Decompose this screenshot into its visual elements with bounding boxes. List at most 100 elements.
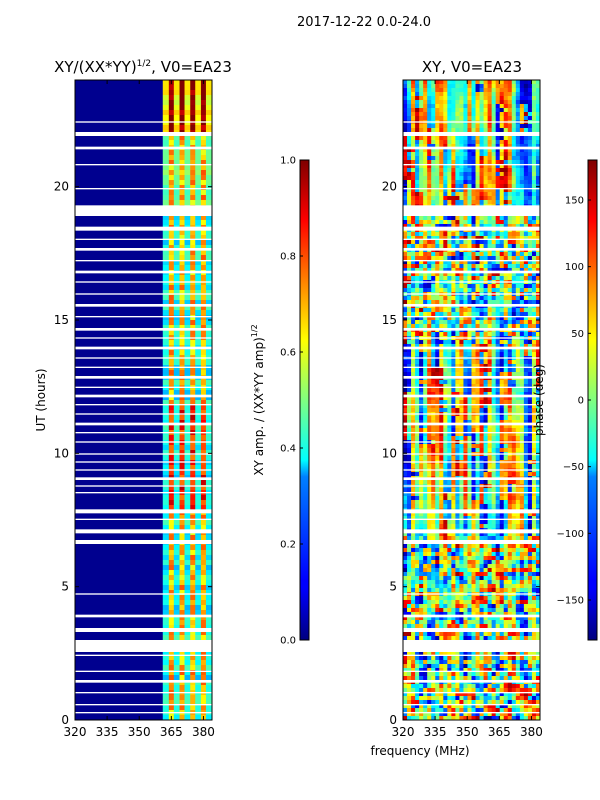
phase-cell (443, 80, 448, 85)
phase-cell (531, 244, 537, 249)
phase-cell (455, 400, 460, 405)
phase-cell (523, 260, 529, 265)
phase-cell (435, 552, 440, 557)
phase-cell (415, 456, 420, 461)
phase-cell (523, 92, 529, 97)
phase-cell (463, 436, 468, 441)
phase-cell (499, 380, 505, 385)
phase-cell (419, 168, 424, 173)
phase-cell (467, 380, 472, 385)
phase-cell (487, 92, 493, 97)
phase-cell (483, 220, 489, 225)
phase-cell (535, 524, 540, 529)
phase-cell (523, 276, 529, 281)
phase-cell (519, 396, 525, 401)
phase-cell (515, 368, 521, 373)
phase-cell (447, 396, 452, 401)
phase-cell (475, 116, 481, 121)
amplitude-panel-title: XY/(XX*YY)1/2, V0=EA23 (54, 58, 232, 76)
phase-cell (411, 112, 416, 117)
amplitude-channel-cell (200, 185, 206, 190)
phase-cell (463, 564, 468, 569)
phase-cell (403, 384, 408, 389)
phase-cell (459, 264, 464, 269)
phase-cell (515, 576, 521, 581)
phase-cell (475, 344, 481, 349)
phase-cell (535, 332, 540, 337)
amplitude-channel-cell (190, 505, 196, 510)
amplitude-band-cell (162, 110, 212, 115)
phase-cell (455, 360, 460, 365)
phase-cell (467, 548, 472, 553)
phase-cell (491, 368, 497, 373)
phase-cell (447, 260, 452, 265)
phase-cell (511, 308, 517, 313)
phase-cell (471, 272, 477, 277)
phase-cell (495, 224, 501, 229)
phase-cell (463, 156, 468, 161)
phase-cell (475, 388, 481, 393)
phase-cell (471, 192, 477, 197)
phase-cell (491, 464, 497, 469)
phase-cell (439, 84, 444, 89)
phase-cell (471, 160, 477, 165)
phase-cell (463, 568, 468, 573)
phase-cell (415, 220, 420, 225)
phase-cell (423, 576, 428, 581)
amplitude-channel-cell (190, 655, 196, 660)
phase-cell (447, 332, 452, 337)
amplitude-channel-cell (179, 150, 185, 155)
amplitude-channel-cell (190, 715, 196, 720)
phase-cell (411, 532, 416, 537)
phase-cell (467, 176, 472, 181)
phase-cell (487, 420, 493, 425)
phase-cell (523, 300, 529, 305)
phase-cell (451, 84, 456, 89)
phase-cell (447, 316, 452, 321)
phase-cell (463, 348, 468, 353)
phase-cell (491, 92, 497, 97)
phase-cell (475, 108, 481, 113)
phase-cell (523, 144, 529, 149)
phase-cell (491, 532, 497, 537)
phase-cell (527, 536, 533, 541)
amplitude-channel-cell (190, 305, 196, 310)
amplitude-band-cell (162, 95, 212, 100)
phase-cell (419, 316, 424, 321)
phase-cell (475, 324, 481, 329)
amplitude-channel-cell (200, 170, 206, 175)
phase-cell (407, 100, 412, 105)
phase-cell (451, 152, 456, 157)
phase-cell (439, 388, 444, 393)
phase-cell (511, 264, 517, 269)
phase-cell (407, 536, 412, 541)
amplitude-channel-cell (179, 195, 185, 200)
phase-cell (503, 548, 509, 553)
phase-cell (443, 232, 448, 237)
phase-cell (403, 560, 408, 565)
phase-cell (531, 404, 537, 409)
phase-cell (519, 352, 525, 357)
amplitude-channel-cell (200, 575, 206, 580)
phase-cell (499, 200, 505, 205)
phase-cell (535, 312, 540, 317)
phase-cell (407, 160, 412, 165)
amplitude-channel-cell (168, 480, 174, 485)
phase-cell (435, 312, 440, 317)
phase-cell (419, 88, 424, 93)
phase-cell (407, 136, 412, 141)
phase-cell (427, 504, 432, 509)
phase-cell (471, 556, 477, 561)
phase-cell (459, 184, 464, 189)
phase-cell (407, 360, 412, 365)
phase-cell (487, 136, 493, 141)
phase-cell (491, 172, 497, 177)
phase-cell (443, 148, 448, 153)
phase-cell (431, 428, 436, 433)
amplitude-channel-cell (190, 685, 196, 690)
amplitude-channel-cell (179, 370, 185, 375)
phase-cell (467, 164, 472, 169)
phase-cell (459, 456, 464, 461)
phase-cell (507, 364, 513, 369)
phase-cell (455, 552, 460, 557)
